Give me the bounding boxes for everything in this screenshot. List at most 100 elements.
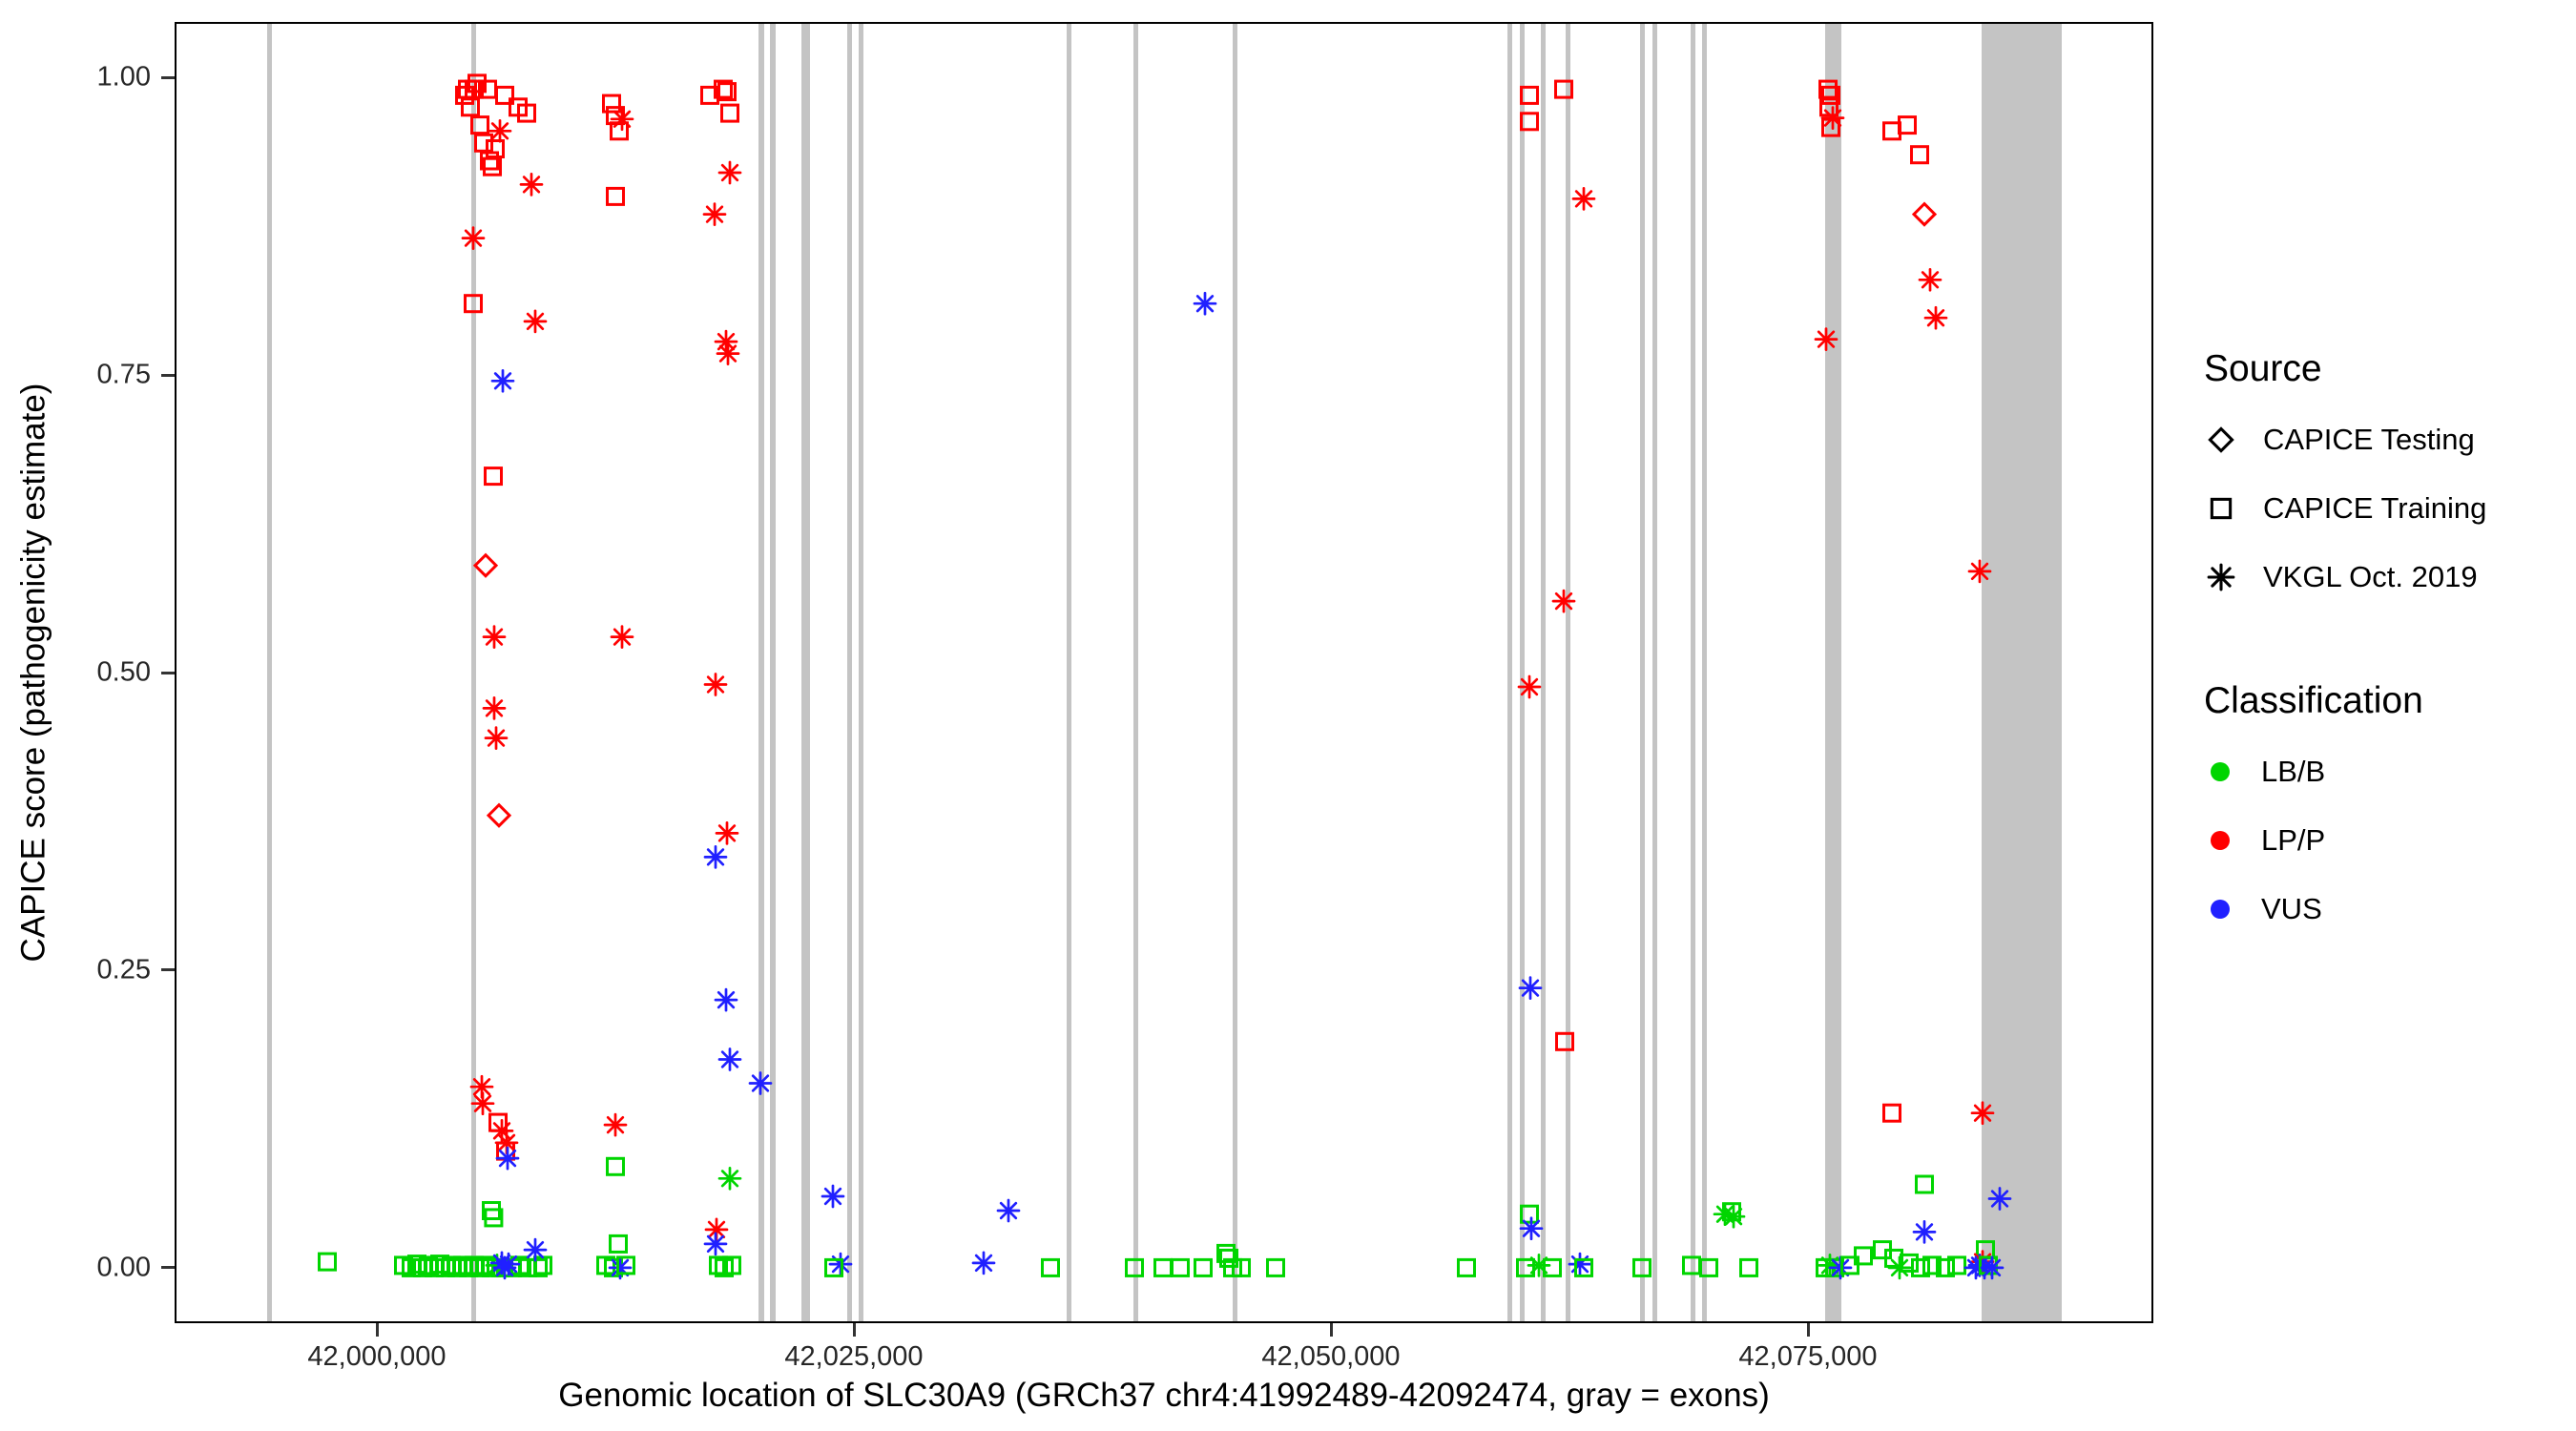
- data-point-train: [1520, 85, 1539, 105]
- data-point-train: [610, 121, 629, 141]
- data-point-train: [517, 103, 536, 123]
- data-point-vkgl: [714, 987, 738, 1012]
- data-point-train: [1632, 1257, 1652, 1277]
- exon-bar: [1233, 24, 1237, 1321]
- legend-source-title: Source: [2204, 348, 2322, 389]
- diamond-icon: [2208, 426, 2234, 453]
- x-tick-label: 42,075,000: [1738, 1341, 1878, 1372]
- plot-svg: [267, 24, 2062, 1321]
- exon-bar: [471, 24, 476, 1321]
- exon-bar: [267, 24, 272, 1321]
- data-point-train: [1554, 79, 1573, 99]
- legend-item-label: LP/P: [2261, 823, 2326, 857]
- data-point-vkgl: [703, 845, 728, 869]
- data-point-train: [1910, 145, 1929, 165]
- legend-item-label: VUS: [2261, 892, 2322, 925]
- data-point-train: [486, 139, 505, 158]
- data-point-test: [486, 802, 512, 828]
- data-point-train: [1739, 1257, 1758, 1277]
- data-point-vkgl: [1571, 187, 1596, 211]
- x-tick-mark: [852, 1323, 856, 1337]
- data-point-vkgl: [1967, 559, 1992, 584]
- data-point-train: [529, 1257, 548, 1277]
- data-point-train: [1520, 1204, 1539, 1224]
- data-point-train: [722, 1255, 741, 1275]
- data-point-train: [602, 93, 621, 114]
- data-point-vkgl: [519, 173, 544, 197]
- data-point-train: [714, 79, 733, 99]
- data-point-train: [1979, 1255, 1998, 1275]
- exon-bar: [847, 24, 852, 1321]
- y-axis-title-wrap: CAPICE score (pathogenicity estimate): [0, 24, 67, 1321]
- exon-bar: [758, 24, 764, 1321]
- data-point-vkgl: [495, 1146, 520, 1171]
- data-point-train: [1171, 1257, 1190, 1277]
- data-point-train: [1882, 121, 1901, 141]
- x-tick-label: 42,050,000: [1261, 1341, 1401, 1372]
- data-point-train: [1232, 1257, 1251, 1277]
- data-point-train: [470, 1257, 489, 1277]
- y-tick-label: 0.00: [96, 1252, 151, 1283]
- data-point-vkgl: [1551, 589, 1576, 613]
- data-point-train: [824, 1257, 843, 1277]
- exon-bar: [801, 24, 810, 1321]
- data-point-train: [606, 186, 625, 206]
- y-axis-title: CAPICE score (pathogenicity estimate): [14, 383, 52, 963]
- legend-item-vus: VUS: [2204, 875, 2486, 944]
- data-point-train: [717, 82, 737, 102]
- data-point-train: [464, 294, 483, 314]
- x-axis-title: Genomic location of SLC30A9 (GRCh37 chr4…: [558, 1377, 1770, 1414]
- legend-item-label: VKGL Oct. 2019: [2263, 560, 2478, 593]
- data-point-train: [616, 1255, 635, 1275]
- data-point-vkgl: [490, 368, 515, 393]
- x-tick-mark: [1806, 1323, 1810, 1337]
- data-point-vkgl: [470, 1091, 495, 1116]
- exon-bar: [1702, 24, 1707, 1321]
- data-point-vkgl: [523, 309, 548, 334]
- data-point-vkgl: [702, 202, 727, 226]
- exon-bar: [859, 24, 863, 1321]
- data-point-train: [495, 85, 514, 105]
- data-point-train: [470, 115, 489, 135]
- exon-bar: [1566, 24, 1570, 1321]
- legend-group-source: Source CAPICE Testing CAPICE Training: [2204, 348, 2486, 612]
- data-point-test: [1911, 201, 1938, 227]
- data-point-train: [318, 1252, 337, 1272]
- y-tick-label: 1.00: [96, 61, 151, 93]
- data-point-vkgl: [717, 1047, 742, 1071]
- asterisk-icon: [2207, 563, 2235, 591]
- data-point-train: [467, 73, 487, 93]
- legend-item-capice-testing: CAPICE Testing: [2204, 405, 2486, 474]
- data-point-vkgl: [482, 696, 507, 720]
- exon-bar: [1825, 24, 1841, 1321]
- legend-item-label: CAPICE Testing: [2263, 423, 2475, 456]
- data-point-vkgl: [1517, 674, 1542, 699]
- y-tick-mark: [161, 373, 175, 377]
- data-point-train: [1882, 1103, 1901, 1123]
- data-point-vkgl: [1193, 291, 1217, 316]
- exon-bar: [1652, 24, 1657, 1321]
- data-point-train: [1516, 1257, 1535, 1277]
- data-point-vkgl: [996, 1198, 1021, 1223]
- data-point-train: [461, 97, 480, 117]
- vus-color-dot-icon: [2211, 900, 2230, 919]
- data-point-vkgl: [1519, 1216, 1544, 1241]
- y-tick-label: 0.25: [96, 954, 151, 985]
- lbb-color-dot-icon: [2211, 762, 2230, 781]
- data-point-vkgl: [610, 107, 634, 132]
- exon-bar: [1640, 24, 1645, 1321]
- square-icon: [2210, 497, 2233, 520]
- legend-classification-title: Classification: [2204, 680, 2423, 721]
- data-point-vkgl: [610, 625, 634, 649]
- data-point-train: [1818, 79, 1838, 99]
- x-tick-label: 42,000,000: [307, 1341, 447, 1372]
- data-point-vkgl: [1923, 305, 1948, 330]
- data-point-train: [709, 1255, 728, 1275]
- legend: Source CAPICE Testing CAPICE Training: [2204, 348, 2486, 944]
- data-point-vkgl: [484, 726, 509, 750]
- data-point-train: [1699, 1257, 1718, 1277]
- data-point-vkgl: [715, 821, 739, 845]
- data-point-train: [1936, 1257, 1955, 1277]
- legend-item-vkgl: VKGL Oct. 2019: [2204, 543, 2486, 612]
- legend-group-classification: Classification LB/B LP/P VUS: [2204, 680, 2486, 944]
